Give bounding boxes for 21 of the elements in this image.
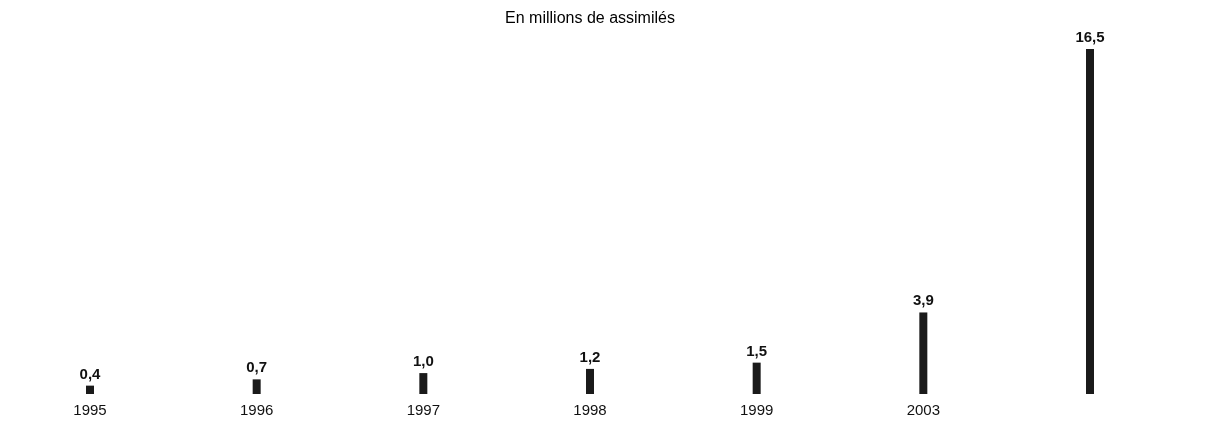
data-label: 0,4 bbox=[79, 364, 102, 382]
chart-title: En millions de assimilés bbox=[505, 9, 675, 26]
x-tick-label: 1995 bbox=[73, 400, 107, 418]
x-tick-label: 1997 bbox=[406, 400, 441, 418]
data-label: 1,0 bbox=[412, 352, 434, 370]
bar bbox=[419, 373, 428, 394]
x-tick-label: 1996 bbox=[239, 400, 274, 418]
data-label: 16,5 bbox=[1075, 28, 1105, 45]
bar bbox=[919, 312, 928, 394]
data-label: 0,7 bbox=[246, 358, 268, 376]
bar bbox=[86, 385, 94, 394]
data-label: 3,9 bbox=[912, 291, 934, 309]
data-label: 1,5 bbox=[746, 341, 768, 359]
bar bbox=[586, 368, 594, 394]
data-label: 1,2 bbox=[579, 347, 601, 365]
bar bbox=[752, 362, 761, 394]
x-tick-label: 2003 bbox=[906, 400, 941, 418]
x-tick-label: 1998 bbox=[573, 400, 607, 418]
x-tick-label: 1999 bbox=[739, 400, 774, 418]
bar bbox=[252, 379, 261, 394]
bar bbox=[1086, 49, 1094, 394]
